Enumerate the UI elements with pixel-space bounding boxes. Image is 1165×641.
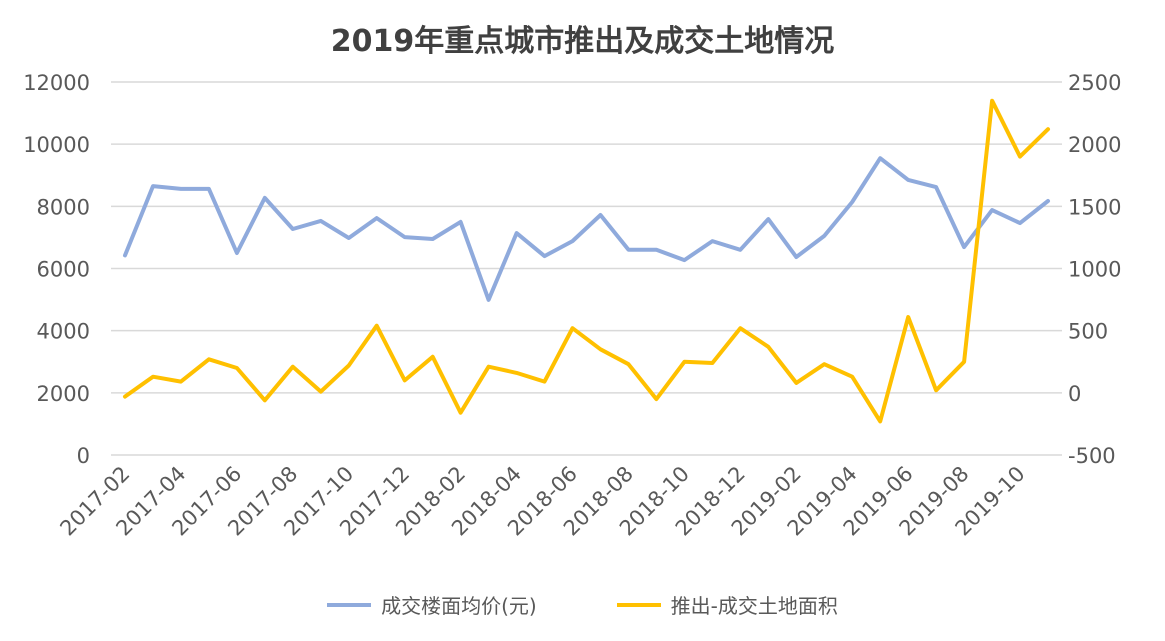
right-axis-tick-label: 2000 (1068, 133, 1121, 157)
legend-label-price: 成交楼面均价(元) (381, 594, 537, 618)
left-axis-tick-label: 8000 (37, 195, 90, 219)
left-axis-tick-label: 2000 (37, 382, 90, 406)
legend-item-area: 推出-成交土地面积 (616, 590, 838, 619)
legend-label-area: 推出-成交土地面积 (670, 594, 838, 618)
right-axis-tick-label: -500 (1068, 444, 1116, 468)
legend-swatch-area (616, 602, 661, 607)
legend-swatch-price (327, 602, 372, 607)
right-axis-tick-label: 2500 (1068, 71, 1121, 95)
series-line-1 (123, 98, 1050, 424)
legend: 成交楼面均价(元) 推出-成交土地面积 (0, 590, 1165, 619)
right-axis-tick-label: 500 (1068, 320, 1108, 344)
left-axis-tick-label: 4000 (37, 320, 90, 344)
right-axis-tick-label: 1000 (1068, 258, 1121, 282)
right-axis-tick-label: 0 (1068, 382, 1081, 406)
series-line-0 (123, 156, 1050, 302)
left-axis-tick-label: 12000 (23, 71, 90, 95)
left-axis-tick-label: 0 (77, 444, 90, 468)
left-axis-tick-label: 10000 (23, 133, 90, 157)
legend-item-price: 成交楼面均价(元) (327, 590, 537, 619)
chart-title: 2019年重点城市推出及成交土地情况 (330, 24, 835, 59)
right-axis-tick-label: 1500 (1068, 195, 1121, 219)
left-axis-tick-label: 6000 (37, 258, 90, 282)
